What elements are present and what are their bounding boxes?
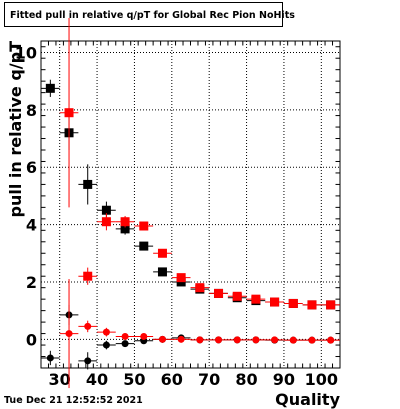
data-point-square [83, 179, 93, 189]
data-point-square [326, 300, 336, 310]
data-point-circle [140, 332, 148, 340]
data-point-square [139, 221, 149, 231]
x-tick-label: 30 [49, 370, 71, 389]
data-point-square [232, 291, 242, 301]
data-point-square [64, 108, 74, 118]
data-point-circle [327, 336, 335, 344]
data-point-circle [46, 354, 54, 362]
y-tick-label: 10 [15, 43, 37, 62]
data-point-square [45, 83, 55, 93]
data-point-square [157, 267, 167, 277]
data-point-circle [177, 335, 185, 343]
data-point-square [176, 273, 186, 283]
x-tick-label: 60 [161, 370, 183, 389]
data-point-circle [158, 335, 166, 343]
grid-lines [41, 41, 340, 368]
data-point-square [101, 205, 111, 215]
data-point-square [83, 271, 93, 281]
plot-frame [40, 40, 341, 369]
x-tick-label: 50 [123, 370, 145, 389]
data-point-circle [215, 336, 223, 344]
x-tick-label: 80 [235, 370, 257, 389]
data-point-square [139, 241, 149, 251]
data-point-square [101, 217, 111, 227]
data-point-square [251, 294, 261, 304]
plot-border [40, 40, 341, 369]
data-point-square [157, 248, 167, 258]
data-point-circle [271, 336, 279, 344]
chart-title: Fitted pull in relative q/pT for Global … [10, 10, 295, 21]
y-tick-label: 0 [26, 330, 37, 349]
y-tick-label: 2 [26, 273, 37, 292]
data-point-circle [102, 328, 110, 336]
axis-ticks: 30 40 50 60 70 80 90 100 0 2 4 6 8 10 [15, 41, 341, 389]
data-point-circle [65, 330, 73, 338]
x-axis-label: Quality [275, 390, 340, 409]
data-point-circle [289, 336, 297, 344]
data-point-circle [121, 332, 129, 340]
data-points [41, 18, 340, 389]
y-tick-label: 8 [26, 101, 37, 120]
data-point-circle [196, 336, 204, 344]
x-tick-label: 90 [273, 370, 295, 389]
data-point-circle [84, 357, 92, 365]
data-point-square [195, 283, 205, 293]
data-point-circle [252, 336, 260, 344]
data-point-square [120, 224, 130, 234]
y-axis-label: pull in relative q/pT [6, 41, 25, 218]
data-point-square [288, 298, 298, 308]
timestamp: Tue Dec 21 12:52:52 2021 [4, 395, 143, 406]
x-tick-label: 70 [198, 370, 220, 389]
x-tick-label: 100 [305, 370, 338, 389]
data-point-circle [102, 341, 110, 349]
chart-title-box: Fitted pull in relative q/pT for Global … [4, 2, 295, 27]
series-1 [59, 18, 340, 310]
data-point-square [307, 300, 317, 310]
y-tick-label: 4 [26, 216, 37, 235]
x-tick-label: 40 [86, 370, 108, 389]
data-point-circle [121, 340, 129, 348]
data-point-circle [233, 336, 241, 344]
data-point-circle [308, 336, 316, 344]
data-point-square [270, 297, 280, 307]
data-point-square [120, 217, 130, 227]
y-tick-label: 6 [26, 158, 37, 177]
series-3 [59, 279, 340, 389]
data-point-circle [84, 322, 92, 330]
data-point-square [214, 288, 224, 298]
series-2 [41, 304, 340, 370]
